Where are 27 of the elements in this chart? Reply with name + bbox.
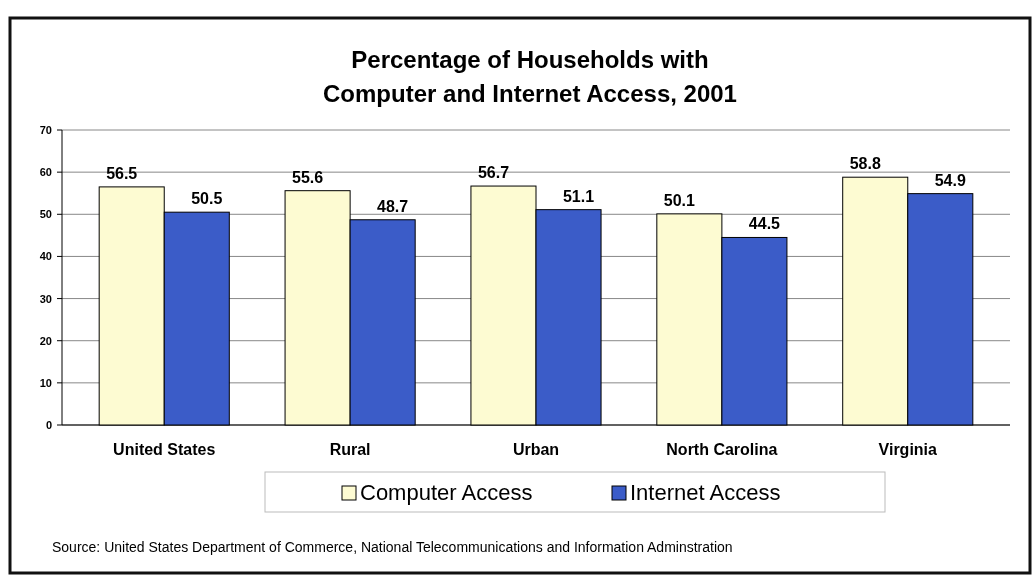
y-tick-label: 70 <box>39 124 52 136</box>
y-tick-label: 20 <box>39 334 52 347</box>
data-label: 44.5 <box>748 215 781 233</box>
data-label: 51.1 <box>562 187 595 205</box>
x-tick-label: Urban <box>512 441 560 458</box>
y-tick-label: 40 <box>39 250 52 263</box>
x-tick-label: North Carolina <box>666 441 778 458</box>
legend-label: Internet Access <box>630 480 781 505</box>
y-tick-label: 0 <box>45 419 52 431</box>
data-label: 56.7 <box>477 164 510 182</box>
y-tick-label: 60 <box>39 166 52 179</box>
data-label: 50.5 <box>191 190 223 208</box>
y-tick-label: 10 <box>39 376 52 389</box>
legend-label: Computer Access <box>360 480 533 505</box>
data-label: 54.9 <box>934 171 966 189</box>
source-note: Source: United States Department of Commerce, National Telecommunications and Information Adminstration <box>52 539 733 555</box>
x-tick-label: United States <box>113 441 216 458</box>
x-tick-label: Virginia <box>878 441 938 458</box>
data-label: 48.7 <box>377 197 409 215</box>
y-tick-label: 30 <box>39 292 52 305</box>
x-tick-label: Rural <box>329 441 371 458</box>
data-label: 58.8 <box>849 155 881 173</box>
y-tick-label: 50 <box>39 208 52 221</box>
data-label: 56.5 <box>106 164 138 182</box>
chart-title: Percentage of Households with Computer and Internet Access, 2001 <box>323 46 737 107</box>
data-label: 55.6 <box>292 168 324 186</box>
data-label: 50.1 <box>663 191 696 209</box>
